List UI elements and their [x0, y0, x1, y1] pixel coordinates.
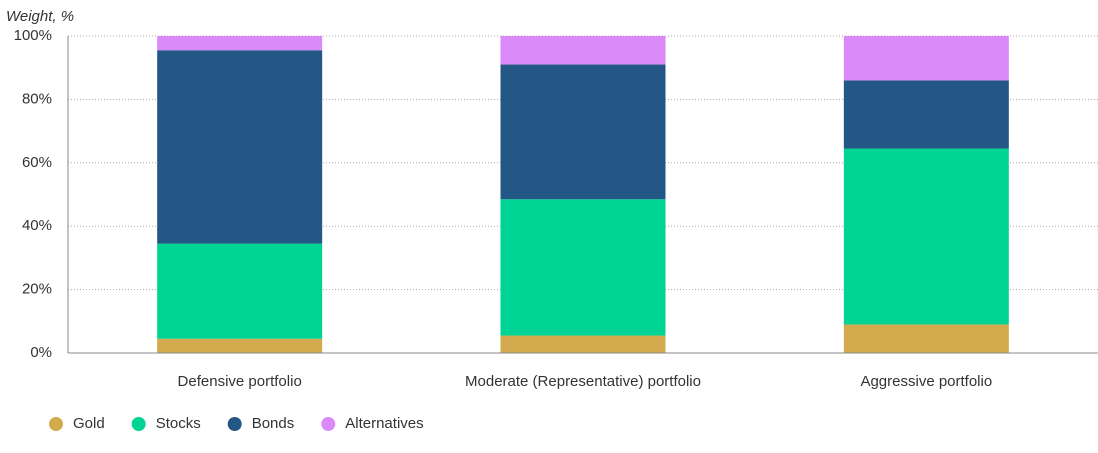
y-tick-label: 100% — [14, 27, 52, 44]
bar-segment — [157, 36, 323, 51]
bar-segment — [500, 199, 666, 336]
legend-label: Gold — [73, 415, 105, 432]
y-axis-label: Weight, % — [6, 8, 74, 25]
y-tick-label: 20% — [22, 281, 52, 298]
legend-marker — [131, 417, 146, 431]
bar-segment — [157, 243, 323, 339]
legend-marker — [227, 417, 242, 431]
y-tick-label: 40% — [22, 217, 52, 234]
bar-segment — [500, 335, 666, 353]
legend-label: Bonds — [252, 415, 295, 432]
y-tick-label: 0% — [30, 344, 52, 361]
bar-segment — [157, 338, 323, 353]
legend-label: Stocks — [156, 415, 201, 432]
bar-segment — [843, 36, 1009, 81]
x-tick-label: Defensive portfolio — [178, 373, 302, 390]
bar-segment — [843, 324, 1009, 353]
bar-segment — [843, 148, 1009, 325]
bar-segment — [157, 50, 323, 244]
bar-segment — [500, 64, 666, 200]
bar-segment — [500, 36, 666, 65]
x-tick-label: Moderate (Representative) portfolio — [465, 373, 701, 390]
legend-marker — [321, 417, 336, 431]
legend-marker — [49, 417, 63, 431]
bar-segment — [843, 80, 1009, 149]
y-tick-label: 80% — [22, 90, 52, 107]
legend-label: Alternatives — [345, 415, 423, 432]
x-tick-label: Aggressive portfolio — [860, 373, 992, 390]
y-tick-label: 60% — [22, 154, 52, 171]
